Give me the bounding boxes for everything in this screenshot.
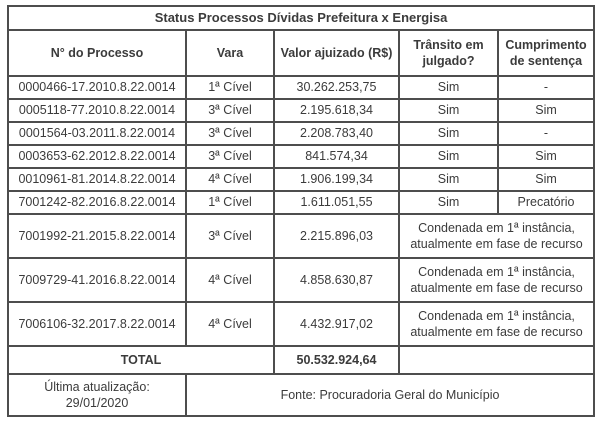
table-row: 0005118-77.2010.8.22.0014 3ª Cível 2.195…	[7, 98, 596, 123]
footer-row: Última atualização: 29/01/2020 Fonte: Pr…	[7, 373, 596, 417]
cell-processo: 7009729-41.2016.8.22.0014	[7, 257, 187, 303]
cell-processo: 7001242-82.2016.8.22.0014	[7, 190, 187, 215]
cell-valor: 841.574,34	[273, 144, 400, 169]
cell-cumprimento: -	[496, 75, 596, 100]
cell-processo: 7006106-32.2017.8.22.0014	[7, 301, 187, 347]
cell-vara: 3ª Cível	[185, 144, 275, 169]
cell-cumprimento: Sim	[496, 167, 596, 192]
total-label: TOTAL	[7, 345, 275, 375]
cell-cumprimento: Sim	[496, 98, 596, 123]
cell-valor: 30.262.253,75	[273, 75, 400, 100]
table-row: 7001992-21.2015.8.22.0014 3ª Cível 2.215…	[7, 213, 596, 259]
cell-vara: 3ª Cível	[185, 98, 275, 123]
cell-processo: 0010961-81.2014.8.22.0014	[7, 167, 187, 192]
total-empty-cell	[397, 345, 596, 375]
total-row: TOTAL 50.532.924,64	[7, 345, 596, 375]
col-header-cumprimento: Cumprimento de sentença	[496, 29, 596, 77]
cell-valor: 2.195.618,34	[273, 98, 400, 123]
title-row: Status Processos Dívidas Prefeitura x En…	[6, 5, 596, 31]
cell-valor: 4.858.630,87	[273, 257, 400, 303]
table-row: 0003653-62.2012.8.22.0014 3ª Cível 841.5…	[7, 144, 596, 169]
last-update-cell: Última atualização: 29/01/2020	[7, 373, 187, 417]
cell-valor: 2.208.783,40	[273, 121, 400, 146]
cell-status-merged: Condenada em 1ª instância, atualmente em…	[397, 213, 596, 259]
status-table: Status Processos Dívidas Prefeitura x En…	[6, 5, 596, 417]
cell-valor: 4.432.917,02	[273, 301, 400, 347]
col-header-valor: Valor ajuizado (R$)	[273, 29, 400, 77]
cell-vara: 1ª Cível	[185, 190, 275, 215]
cell-cumprimento: Precatório	[496, 190, 596, 215]
last-update-date: 29/01/2020	[65, 396, 129, 410]
cell-valor: 1.611.051,55	[273, 190, 400, 215]
cell-valor: 1.906.199,34	[273, 167, 400, 192]
cell-transito: Sim	[398, 98, 499, 123]
last-update-label: Última atualização:	[44, 379, 150, 394]
col-header-processo: N° do Processo	[7, 29, 187, 77]
cell-transito: Sim	[398, 121, 499, 146]
cell-transito: Sim	[398, 144, 499, 169]
total-value: 50.532.924,64	[273, 345, 400, 375]
table-row: 7001242-82.2016.8.22.0014 1ª Cível 1.611…	[7, 190, 596, 215]
table-row: 0010961-81.2014.8.22.0014 4ª Cível 1.906…	[7, 167, 596, 192]
cell-processo: 0000466-17.2010.8.22.0014	[7, 75, 187, 100]
cell-processo: 0005118-77.2010.8.22.0014	[7, 98, 187, 123]
cell-cumprimento: Sim	[496, 144, 596, 169]
cell-processo: 0001564-03.2011.8.22.0014	[7, 121, 187, 146]
table-row: 0001564-03.2011.8.22.0014 3ª Cível 2.208…	[7, 121, 596, 146]
cell-transito: Sim	[398, 167, 499, 192]
table-row: 0000466-17.2010.8.22.0014 1ª Cível 30.26…	[7, 75, 596, 100]
cell-transito: Sim	[398, 190, 499, 215]
table-title: Status Processos Dívidas Prefeitura x En…	[6, 5, 596, 31]
cell-transito: Sim	[398, 75, 499, 100]
cell-status-merged: Condenada em 1ª instância, atualmente em…	[397, 301, 596, 347]
cell-vara: 3ª Cível	[185, 213, 275, 259]
cell-status-merged: Condenada em 1ª instância, atualmente em…	[397, 257, 596, 303]
header-row: N° do Processo Vara Valor ajuizado (R$) …	[7, 29, 596, 77]
cell-vara: 4ª Cível	[185, 257, 275, 303]
cell-vara: 3ª Cível	[185, 121, 275, 146]
source-cell: Fonte: Procuradoria Geral do Município	[184, 373, 596, 417]
cell-vara: 4ª Cível	[185, 167, 275, 192]
cell-processo: 7001992-21.2015.8.22.0014	[7, 213, 187, 259]
col-header-vara: Vara	[185, 29, 275, 77]
col-header-transito: Trânsito em julgado?	[398, 29, 499, 77]
cell-vara: 1ª Cível	[185, 75, 275, 100]
table-row: 7009729-41.2016.8.22.0014 4ª Cível 4.858…	[7, 257, 596, 303]
cell-vara: 4ª Cível	[185, 301, 275, 347]
cell-valor: 2.215.896,03	[273, 213, 400, 259]
table-row: 7006106-32.2017.8.22.0014 4ª Cível 4.432…	[7, 301, 596, 347]
cell-cumprimento: -	[496, 121, 596, 146]
cell-processo: 0003653-62.2012.8.22.0014	[7, 144, 187, 169]
